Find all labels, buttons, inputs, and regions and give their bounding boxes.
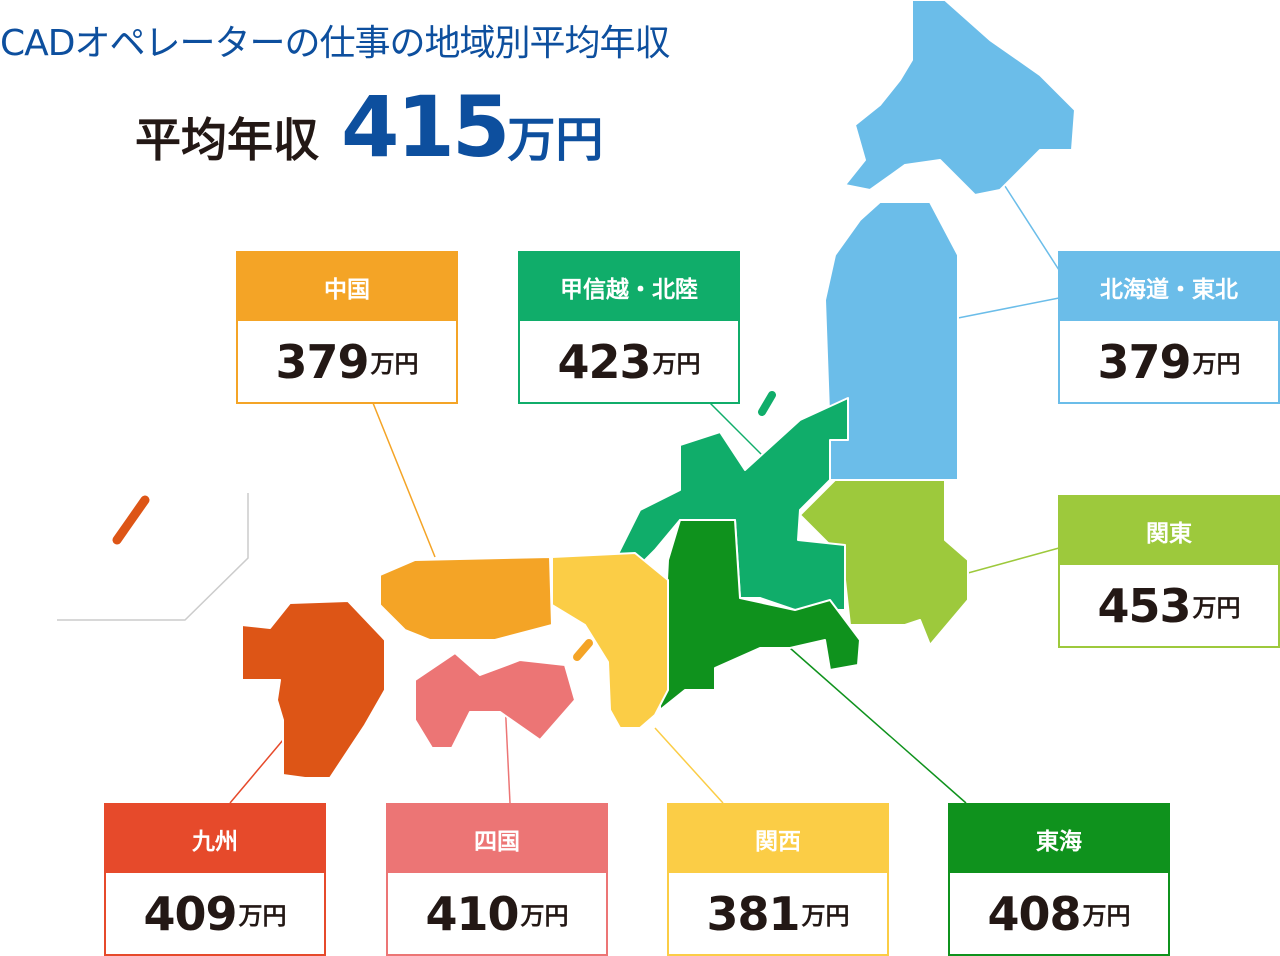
region-box-kyushu: 九州 409 万円 (104, 803, 326, 956)
region-name: 甲信越・北陸 (520, 253, 738, 321)
connector-kanto (967, 547, 1060, 574)
okinawa-island (112, 495, 150, 545)
connector-kyushu (229, 739, 284, 804)
region-box-hokkaido-tohoku: 北海道・東北 379 万円 (1058, 251, 1280, 404)
region-box-koshinetsu-hokuriku: 甲信越・北陸 423 万円 (518, 251, 740, 404)
average-label: 平均年収 (135, 113, 319, 167)
region-hokkaido (844, 0, 1076, 196)
region-box-kansai: 関西 381 万円 (667, 803, 889, 956)
region-name: 九州 (106, 805, 324, 873)
inset-border (57, 493, 249, 621)
region-unit: 万円 (370, 350, 419, 378)
region-name: 北海道・東北 (1060, 253, 1278, 321)
connector-hokkaido (1002, 182, 1060, 271)
average-salary: 平均年収 415 万円 (135, 78, 603, 176)
connector-chugoku (372, 402, 436, 558)
connector-tokai (789, 647, 967, 804)
region-unit: 万円 (1082, 902, 1131, 930)
region-value: 379 (275, 334, 369, 389)
region-kansai (551, 552, 669, 729)
region-name: 東海 (950, 805, 1168, 873)
sado-island (758, 391, 776, 416)
region-unit: 万円 (652, 350, 701, 378)
region-value: 408 (987, 886, 1081, 941)
region-box-shikoku: 四国 410 万円 (386, 803, 608, 956)
region-box-tokai: 東海 408 万円 (948, 803, 1170, 956)
region-value: 379 (1097, 334, 1191, 389)
region-shikoku (414, 652, 576, 749)
region-value: 453 (1097, 578, 1191, 633)
average-value: 415 (341, 78, 510, 176)
region-unit: 万円 (520, 902, 569, 930)
region-name: 中国 (238, 253, 456, 321)
page-title: CADオペレーターの仕事の地域別平均年収 (0, 23, 670, 64)
average-unit: 万円 (507, 112, 604, 168)
region-value: 381 (706, 886, 800, 941)
region-name: 関東 (1060, 497, 1278, 565)
region-unit: 万円 (238, 902, 287, 930)
region-box-kanto: 関東 453 万円 (1058, 495, 1280, 648)
connector-koshinetsu (709, 402, 771, 464)
connector-lines (229, 182, 1060, 804)
connector-kansai (654, 727, 724, 804)
awaji-island (573, 639, 593, 661)
region-box-chugoku: 中国 379 万円 (236, 251, 458, 404)
region-kyushu (241, 600, 386, 779)
region-chugoku (379, 556, 553, 641)
connector-tohoku (957, 297, 1060, 319)
region-value: 410 (425, 886, 519, 941)
region-unit: 万円 (1192, 350, 1241, 378)
region-name: 四国 (388, 805, 606, 873)
region-value: 409 (143, 886, 237, 941)
region-unit: 万円 (801, 902, 850, 930)
region-name: 関西 (669, 805, 887, 873)
region-value: 423 (557, 334, 651, 389)
region-unit: 万円 (1192, 594, 1241, 622)
